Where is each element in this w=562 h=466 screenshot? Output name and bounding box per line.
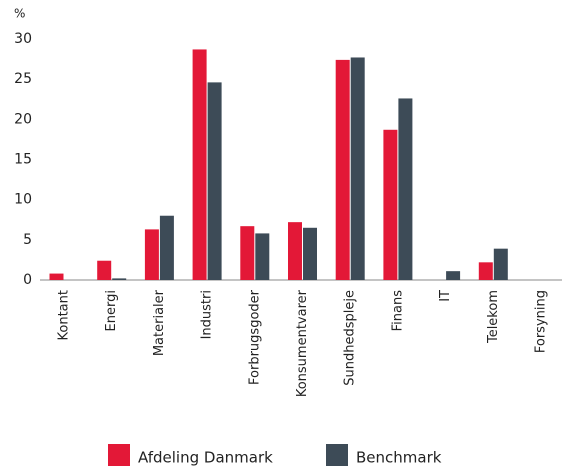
x-tick-label: IT <box>438 290 453 302</box>
x-tick-label: Industri <box>200 290 215 339</box>
bar <box>255 233 270 280</box>
x-tick-label: Sundhedspleje <box>343 290 358 386</box>
bar <box>49 273 64 280</box>
y-tick-label: 20 <box>14 111 32 127</box>
x-tick-label: Forbrugsgoder <box>247 289 262 385</box>
legend-swatch <box>326 444 348 466</box>
legend-swatch <box>108 444 130 466</box>
bar <box>493 248 508 280</box>
bar <box>288 222 302 280</box>
x-tick-label: Materialer <box>152 289 167 356</box>
legend-label: Afdeling Danmark <box>138 449 273 466</box>
x-tick-label: Konsumentvarer <box>295 289 310 397</box>
x-tick-label: Finans <box>390 290 405 332</box>
x-tick-label: Energi <box>104 290 119 331</box>
bar <box>478 262 493 280</box>
bar <box>350 57 365 280</box>
y-tick-label: 25 <box>14 71 32 87</box>
bar <box>97 260 112 280</box>
bar <box>144 229 159 280</box>
legend-label: Benchmark <box>356 449 442 466</box>
bar <box>159 215 174 280</box>
y-tick-label: 15 <box>14 152 32 168</box>
bar <box>335 59 350 281</box>
x-tick-label: Kontant <box>57 290 72 340</box>
bar <box>398 98 413 281</box>
bar <box>240 226 255 280</box>
bar <box>446 271 461 280</box>
x-tick-label: Telekom <box>486 290 501 344</box>
bar <box>112 278 127 280</box>
y-tick-label: 0 <box>23 272 32 288</box>
y-tick-label: 10 <box>14 192 32 208</box>
bar <box>192 49 207 281</box>
bar <box>303 227 317 280</box>
bar <box>383 129 398 280</box>
y-unit: % <box>14 7 25 21</box>
y-tick-label: 5 <box>23 232 32 248</box>
bar <box>207 82 222 280</box>
x-tick-label: Forsyning <box>534 290 549 353</box>
y-tick-label: 30 <box>14 31 32 47</box>
